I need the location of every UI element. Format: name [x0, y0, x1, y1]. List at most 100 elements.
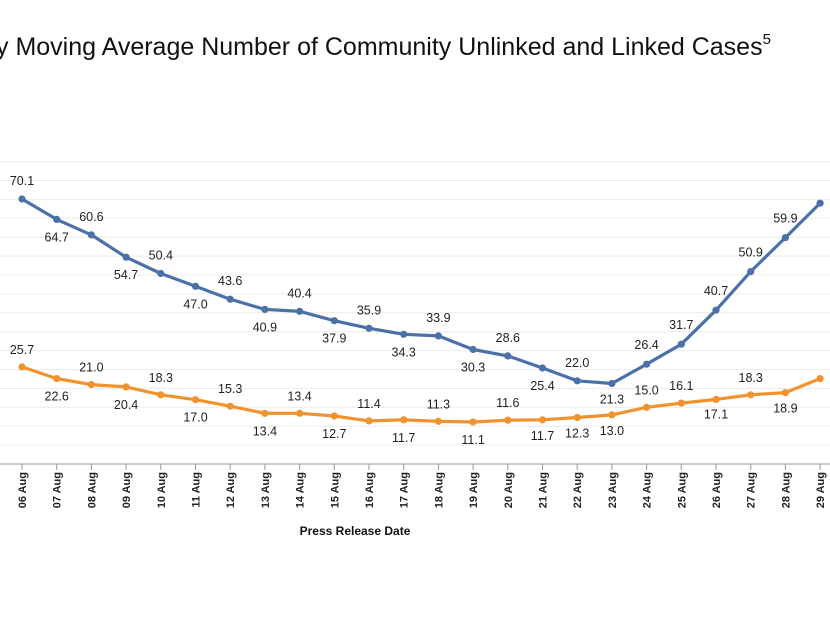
data-label: 43.6	[218, 274, 242, 288]
data-label: 64.7	[45, 230, 69, 244]
series-1-point	[504, 352, 512, 360]
data-label: 30.3	[461, 361, 485, 375]
data-label: 11.4	[357, 397, 380, 411]
series-1-point	[18, 195, 26, 203]
data-label: 26.4	[634, 338, 658, 352]
x-tick-label: 07 Aug	[52, 472, 64, 508]
x-tick-label: 21 Aug	[538, 472, 550, 508]
x-tick-label: 29 Aug	[815, 472, 827, 508]
data-label: 12.3	[565, 427, 589, 441]
data-label: 25.4	[530, 379, 554, 393]
series-1-point	[781, 234, 790, 242]
data-label: 15.0	[634, 383, 658, 397]
x-tick-label: 26 Aug	[711, 472, 723, 508]
data-label: 33.9	[426, 311, 450, 325]
series-1-point	[434, 332, 442, 340]
series-1-point	[122, 253, 130, 261]
data-label: 13.0	[600, 424, 624, 438]
data-label: 50.9	[739, 246, 763, 260]
series-layer	[18, 195, 824, 426]
series-line-2	[20, 365, 822, 424]
series-2-point	[434, 417, 442, 425]
series-2-point	[296, 409, 304, 417]
series-2-point	[330, 412, 338, 420]
data-label: 25.7	[10, 343, 34, 357]
x-tick-label: 18 Aug	[433, 472, 445, 508]
x-tick-label: 20 Aug	[503, 472, 515, 508]
x-tick-label: 12 Aug	[225, 472, 237, 508]
data-label: 59.9	[773, 212, 797, 226]
series-2-point	[573, 413, 581, 422]
x-tick-label: 13 Aug	[260, 472, 272, 508]
series-2-point	[191, 396, 200, 404]
data-label: 18.3	[149, 371, 173, 385]
x-tick-label: 08 Aug	[86, 472, 98, 508]
chart-title-text: y Moving Average Number of Community Unl…	[0, 33, 763, 61]
series-1-point	[226, 295, 234, 303]
x-tick-label: 25 Aug	[676, 472, 688, 508]
data-label: 17.0	[183, 411, 207, 425]
series-2-point	[643, 403, 651, 411]
data-label: 13.4	[287, 389, 311, 403]
series-1-point	[365, 324, 373, 332]
series-2-point	[226, 402, 234, 410]
series-2-point	[122, 383, 130, 391]
data-label: 11.6	[496, 396, 519, 410]
chart-title: y Moving Average Number of Community Unl…	[0, 31, 771, 61]
series-1-point	[712, 306, 720, 314]
data-label: 50.4	[149, 249, 173, 263]
series-1-point	[87, 231, 95, 239]
series-1-point	[53, 215, 61, 223]
series-2-point	[504, 416, 512, 424]
x-tick-label: 23 Aug	[607, 472, 619, 508]
data-label: 40.7	[704, 284, 728, 298]
x-tick-label: 17 Aug	[399, 472, 411, 508]
series-1-point	[643, 360, 651, 368]
data-label: 70.1	[10, 174, 34, 188]
x-tick-label: 27 Aug	[746, 472, 758, 508]
data-label: 11.7	[392, 431, 415, 445]
data-label: 16.1	[669, 379, 693, 393]
series-2-point	[261, 409, 269, 417]
data-label: 12.7	[322, 427, 346, 441]
data-label: 22.6	[45, 390, 69, 404]
series-1-point	[608, 379, 616, 388]
x-tick-label: 11 Aug	[191, 472, 203, 508]
series-2-point	[712, 395, 720, 403]
series-2-point	[18, 363, 26, 371]
series-2-point	[747, 391, 755, 399]
series-2-point	[816, 375, 824, 383]
data-label: 18.9	[773, 402, 797, 416]
data-label: 20.4	[114, 398, 138, 412]
series-1-point	[296, 307, 304, 315]
data-label: 22.0	[565, 356, 589, 370]
data-label: 21.0	[79, 361, 103, 375]
data-label: 13.4	[253, 424, 277, 438]
gridlines	[0, 161, 830, 446]
series-1-point	[573, 377, 581, 385]
x-tick-label: 24 Aug	[642, 472, 654, 508]
series-1-point	[261, 305, 269, 313]
data-label: 60.6	[79, 210, 103, 224]
series-1-point	[400, 330, 408, 338]
series-2-point	[365, 417, 373, 425]
data-label: 15.3	[218, 382, 242, 396]
data-label: 11.3	[427, 397, 450, 411]
series-2-point	[608, 411, 616, 419]
series-1-point	[191, 282, 200, 290]
data-label: 31.7	[669, 318, 693, 332]
series-2-point	[538, 416, 547, 424]
x-tick-label: 10 Aug	[156, 472, 168, 508]
data-label: 40.4	[287, 286, 311, 300]
x-tick-label: 06 Aug	[17, 472, 29, 508]
series-1-point	[747, 268, 755, 276]
series-1-point	[538, 364, 547, 372]
series-2-point	[87, 381, 95, 389]
x-tick-label: 19 Aug	[468, 472, 480, 508]
series-1-point	[330, 317, 338, 325]
data-label: 35.9	[357, 303, 381, 317]
x-tick-label: 14 Aug	[295, 472, 307, 508]
data-label: 54.7	[114, 268, 138, 282]
series-2-point	[781, 389, 790, 397]
data-label: 40.9	[253, 320, 277, 334]
